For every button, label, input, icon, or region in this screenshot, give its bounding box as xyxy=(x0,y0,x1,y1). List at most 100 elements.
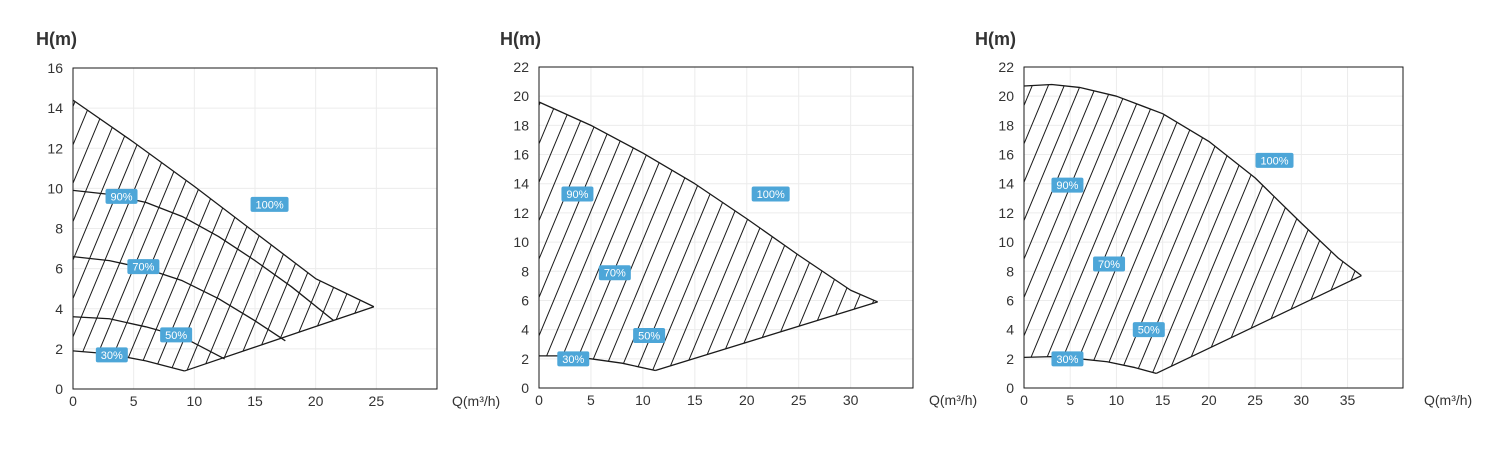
hatch-line xyxy=(539,102,556,371)
hatch-line xyxy=(1193,84,1329,374)
label-badge xyxy=(160,327,193,343)
hatch-pattern xyxy=(539,67,1051,388)
hatch-line xyxy=(539,102,540,371)
hatch-line xyxy=(1024,84,1105,374)
y-tick-label: 14 xyxy=(47,100,63,116)
y-tick-label: 14 xyxy=(513,176,529,192)
curve-90pct xyxy=(72,189,335,322)
hatch-line xyxy=(1209,84,1345,374)
y-tick-label: 12 xyxy=(513,205,529,221)
label-text: 100% xyxy=(757,189,785,201)
label-text: 50% xyxy=(638,330,660,342)
y-axis-title: H(m) xyxy=(975,29,1016,49)
y-tick-label: 18 xyxy=(513,117,529,133)
hatch-line xyxy=(708,102,844,371)
y-tick-label: 8 xyxy=(55,221,63,237)
curve-label-100pct: 100% xyxy=(250,196,289,212)
hatch-line xyxy=(740,102,876,371)
y-tick-label: 8 xyxy=(521,263,529,279)
y-tick-label: 22 xyxy=(998,59,1014,75)
curve-label-50pct: 50% xyxy=(160,327,193,343)
label-text: 100% xyxy=(255,199,283,211)
hatch-line xyxy=(1081,84,1217,374)
hatch-line xyxy=(1129,84,1265,374)
hatch-line xyxy=(1321,84,1362,374)
x-tick-label: 20 xyxy=(308,393,324,409)
hatch-line xyxy=(1289,84,1362,374)
x-tick-label: 5 xyxy=(1066,392,1074,408)
hatch-line xyxy=(1024,84,1057,374)
x-tick-label: 5 xyxy=(587,392,595,408)
y-tick-label: 6 xyxy=(521,292,529,308)
hatch-line xyxy=(539,102,572,371)
hatch-line xyxy=(539,102,604,371)
hatch-line xyxy=(676,102,812,371)
y-tick-label: 2 xyxy=(55,341,63,357)
curve-label-30pct: 30% xyxy=(1051,351,1084,367)
hatch-line xyxy=(1257,84,1362,374)
hatch-line xyxy=(564,102,700,371)
x-tick-label: 10 xyxy=(1109,392,1125,408)
label-text: 100% xyxy=(1260,155,1288,167)
label-badge xyxy=(633,327,666,343)
x-tick-label: 15 xyxy=(1155,392,1171,408)
hatch-line xyxy=(917,67,1051,388)
curve-70pct xyxy=(72,255,286,342)
label-badge xyxy=(561,186,594,202)
label-text: 50% xyxy=(165,330,187,342)
hatch-line xyxy=(1273,84,1362,374)
label-text: 50% xyxy=(1138,325,1160,337)
x-tick-label: 0 xyxy=(535,392,543,408)
label-badge xyxy=(1051,177,1084,193)
label-text: 70% xyxy=(1098,259,1120,271)
y-tick-label: 6 xyxy=(1006,292,1014,308)
label-text: 70% xyxy=(604,268,626,280)
y-tick-label: 8 xyxy=(1006,263,1014,279)
hatch-line xyxy=(73,100,106,371)
label-text: 90% xyxy=(111,191,133,203)
curve-label-50pct: 50% xyxy=(1132,322,1165,338)
hatch-line xyxy=(1177,84,1313,374)
curve-label-100pct: 100% xyxy=(1255,152,1294,168)
curve-label-100pct: 100% xyxy=(751,186,790,202)
curve-min xyxy=(184,306,375,372)
hatch-line xyxy=(1305,84,1362,374)
y-tick-label: 12 xyxy=(998,205,1014,221)
curve-30pct xyxy=(539,355,656,372)
x-tick-label: 5 xyxy=(130,393,138,409)
label-text: 90% xyxy=(566,189,588,201)
hatch-line xyxy=(1024,84,1073,374)
hatch-line xyxy=(1065,84,1201,374)
hatch-line xyxy=(1402,67,1508,388)
curve-label-70pct: 70% xyxy=(1093,256,1126,272)
x-tick-label: 15 xyxy=(687,392,703,408)
x-tick-label: 20 xyxy=(739,392,755,408)
x-tick-label: 15 xyxy=(247,393,263,409)
x-tick-label: 0 xyxy=(69,393,77,409)
hatch-line xyxy=(435,68,569,389)
label-badge xyxy=(1093,256,1126,272)
label-badge xyxy=(1255,152,1294,168)
hatch-line xyxy=(772,102,878,371)
label-badge xyxy=(557,351,590,367)
grid xyxy=(72,67,437,390)
y-tick-label: 10 xyxy=(998,234,1014,250)
y-tick-label: 4 xyxy=(1006,322,1014,338)
x-tick-label: 30 xyxy=(1294,392,1310,408)
hatch-line xyxy=(1370,67,1504,388)
hatch-line xyxy=(1024,84,1041,374)
y-tick-label: 16 xyxy=(513,147,529,163)
label-badge xyxy=(598,265,631,281)
hatch-line xyxy=(467,68,601,389)
curve-100pct xyxy=(538,101,878,303)
label-text: 90% xyxy=(1056,180,1078,192)
hatch-line xyxy=(1225,84,1361,374)
curve-label-90pct: 90% xyxy=(1051,177,1084,193)
label-text: 30% xyxy=(562,354,584,366)
x-tick-label: 0 xyxy=(1020,392,1028,408)
hatch-line xyxy=(1337,84,1362,374)
hatch-line xyxy=(868,102,878,371)
